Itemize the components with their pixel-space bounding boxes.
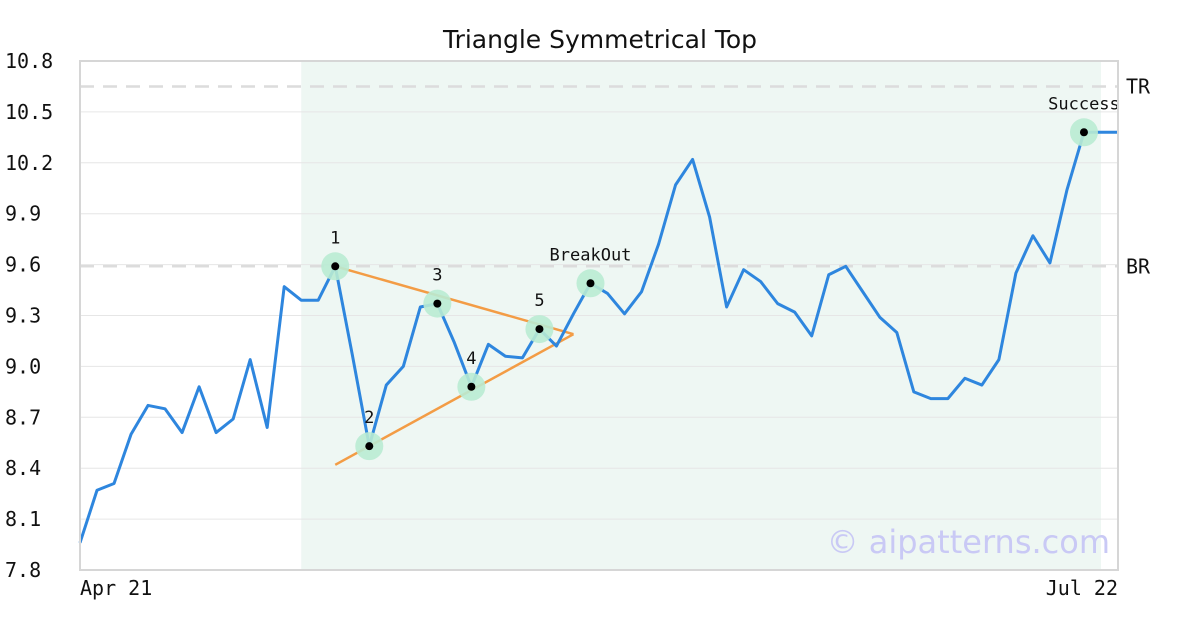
- marker-2: 2: [355, 408, 384, 461]
- annotation-label: 5: [534, 291, 544, 311]
- annotation-label: Success: [1048, 94, 1120, 114]
- marker-dot: [365, 442, 374, 451]
- x-tick-first: Apr 21: [80, 576, 152, 600]
- level-lines: TR BR: [80, 74, 1151, 278]
- pattern-markers: 1 2 3 4 5 BreakOut Success: [321, 94, 1120, 461]
- marker-dot: [331, 262, 340, 271]
- y-tick-label: 9.0: [5, 354, 41, 378]
- y-tick-label: 9.3: [5, 304, 41, 328]
- annotation-label: 2: [364, 408, 374, 428]
- annotation-label: 1: [330, 228, 340, 248]
- marker-3: 3: [423, 266, 452, 318]
- x-axis-ticks: Apr 21 Jul 22: [80, 576, 1118, 600]
- marker-breakout: BreakOut: [550, 245, 632, 298]
- marker-dot: [586, 279, 595, 288]
- marker-dot: [467, 382, 476, 391]
- y-tick-label: 9.6: [5, 253, 41, 277]
- y-tick-label: 10.5: [5, 100, 53, 124]
- marker-5: 5: [525, 291, 554, 344]
- level-label-tr: TR: [1126, 74, 1151, 98]
- annotation-label: 4: [466, 349, 476, 369]
- y-tick-label: 10.8: [5, 49, 53, 73]
- y-tick-label: 8.7: [5, 405, 41, 429]
- y-tick-label: 10.2: [5, 151, 53, 175]
- marker-dot: [433, 299, 442, 308]
- y-tick-label: 8.1: [5, 507, 41, 531]
- x-tick-last: Jul 22: [1046, 576, 1118, 600]
- annotation-label: 3: [432, 266, 442, 286]
- marker-dot: [535, 325, 544, 334]
- marker-dot: [1079, 128, 1088, 137]
- chart-title: Triangle Symmetrical Top: [442, 25, 757, 54]
- marker-4: 4: [457, 349, 486, 401]
- marker-success: Success: [1048, 94, 1120, 147]
- plot-frame: [79, 60, 1119, 571]
- watermark: © aipatterns.com: [827, 523, 1110, 561]
- y-tick-label: 7.8: [5, 558, 41, 582]
- level-label-br: BR: [1126, 254, 1151, 278]
- y-tick-label: 9.9: [5, 202, 41, 226]
- marker-1: 1: [321, 228, 350, 281]
- annotation-label: BreakOut: [550, 245, 632, 265]
- y-axis-ticks: 7.8 8.1 8.4 8.7 9.0 9.3 9.6 9.9 10.2 10.5 10.8: [5, 49, 53, 582]
- y-tick-label: 8.4: [5, 456, 41, 480]
